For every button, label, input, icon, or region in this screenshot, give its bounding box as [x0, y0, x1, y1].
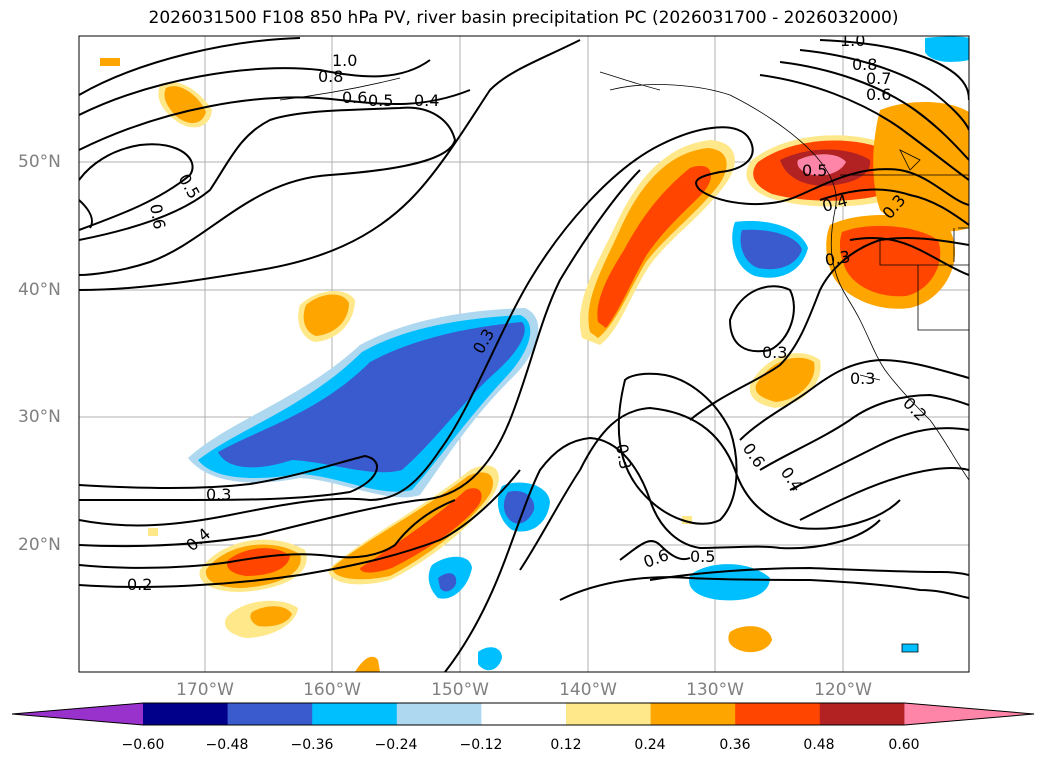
contour-label: 0.8 [318, 67, 343, 86]
map-title: 2026031500 F108 850 hPa PV, river basin … [148, 8, 899, 28]
pv-contours [79, 37, 969, 672]
contour-label: 0.2 [127, 575, 152, 594]
contour-label: 0.5 [802, 161, 827, 180]
colorbar-segment [312, 703, 398, 725]
colorbar [11, 702, 1035, 726]
colorbar-tick-label: 0.36 [719, 737, 751, 753]
colorbar-tick-label: 0.60 [888, 737, 920, 753]
lat-label: 40°N [18, 280, 61, 300]
colorbar-tick-label: −0.48 [205, 737, 249, 753]
contour-label: 0.8 [852, 55, 877, 74]
lon-label: 170°W [176, 680, 234, 700]
lon-label: 140°W [559, 680, 617, 700]
colorbar-segment [143, 703, 229, 725]
colorbar-segment [481, 703, 567, 725]
contour-label: 0.6 [342, 88, 367, 107]
colorbar-segment [650, 703, 736, 725]
lat-label: 50°N [18, 152, 61, 172]
colorbar-extend-high [904, 703, 1034, 725]
lon-label: 150°W [431, 680, 489, 700]
negative-shading [188, 36, 969, 671]
contour-label: 0.4 [414, 91, 439, 110]
map-frame [78, 35, 970, 673]
colorbar-outline [11, 702, 1035, 726]
colorbar-tick-label: −0.36 [290, 737, 334, 753]
lon-label: 160°W [303, 680, 361, 700]
lon-label: 130°W [686, 680, 744, 700]
colorbar-tick-label: −0.24 [374, 737, 418, 753]
colorbar-tick-label: 0.12 [550, 737, 582, 753]
colorbar-extend-low [12, 703, 143, 725]
colorbar-tick-label: 0.48 [803, 737, 835, 753]
contour-label: 0.6 [146, 202, 169, 230]
coastlines [279, 71, 969, 653]
contour-label: 0.5 [368, 91, 393, 110]
lon-label: 120°W [814, 680, 872, 700]
contour-label: 0.3 [850, 369, 875, 388]
lat-label: 20°N [18, 535, 61, 555]
contour-label: 0.3 [206, 485, 231, 504]
contour-label: 0.5 [690, 547, 715, 566]
colorbar-tick-label: −0.12 [459, 737, 503, 753]
colorbar-segment [735, 703, 821, 725]
colorbar-segment [819, 703, 905, 725]
colorbar-segment [396, 703, 482, 725]
colorbar-tick-label: 0.24 [634, 737, 666, 753]
colorbar-segment [227, 703, 313, 725]
contour-label: 0.3 [823, 247, 851, 270]
colorbar-tick-label: −0.60 [121, 737, 165, 753]
contour-label: 0.3 [762, 343, 787, 362]
contour-label: 1.0 [840, 31, 865, 50]
lat-label: 30°N [18, 407, 61, 427]
contour-label: 1.0 [332, 51, 357, 70]
colorbar-segment [566, 703, 652, 725]
contour-label: 0.3 [612, 442, 635, 470]
contour-label: 0.7 [866, 69, 891, 88]
contour-label: 0.6 [866, 85, 891, 104]
